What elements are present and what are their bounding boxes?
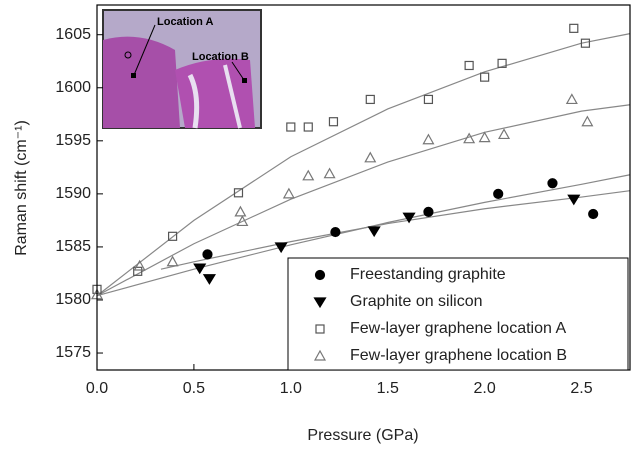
y-tick-label: 1600 xyxy=(55,79,91,96)
point xyxy=(302,169,315,181)
legend-label: Freestanding graphite xyxy=(350,266,506,283)
legend-label: Graphite on silicon xyxy=(350,293,483,310)
inset-label: Location B xyxy=(192,51,249,63)
x-axis-label: Pressure (GPa) xyxy=(307,427,418,444)
point xyxy=(497,58,507,68)
x-tick-label: 0.5 xyxy=(183,380,205,397)
point xyxy=(580,38,591,48)
point xyxy=(588,208,599,220)
point xyxy=(565,93,578,105)
point xyxy=(323,167,336,179)
point xyxy=(364,151,377,163)
y-tick-label: 1585 xyxy=(55,238,91,255)
point xyxy=(286,122,296,132)
point xyxy=(402,212,416,224)
y-tick-label: 1590 xyxy=(55,185,91,202)
point xyxy=(233,188,244,198)
point xyxy=(464,60,474,71)
legend-label: Few-layer graphene location B xyxy=(350,347,567,364)
legend-marker xyxy=(315,324,325,334)
point xyxy=(303,122,313,132)
point xyxy=(166,255,179,267)
point xyxy=(547,178,558,189)
point xyxy=(423,94,434,105)
point xyxy=(569,23,579,33)
point xyxy=(367,226,381,238)
point xyxy=(493,188,504,199)
point xyxy=(478,131,491,143)
legend-marker xyxy=(313,349,327,361)
point xyxy=(581,115,594,127)
point xyxy=(328,117,339,127)
point xyxy=(423,206,434,218)
legend-marker xyxy=(313,297,327,309)
point xyxy=(167,231,178,241)
x-tick-label: 2.5 xyxy=(570,380,592,397)
y-tick-label: 1605 xyxy=(55,26,91,43)
inset-image: Location A Location B xyxy=(102,9,262,129)
legend-box xyxy=(287,257,629,371)
y-tick-label: 1575 xyxy=(55,344,91,361)
inset-label: Location A xyxy=(157,16,213,28)
x-tick-label: 1.5 xyxy=(377,380,399,397)
point xyxy=(236,215,249,227)
point xyxy=(497,128,511,140)
x-tick-label: 0.0 xyxy=(86,380,108,397)
point xyxy=(330,226,341,238)
y-axis-label: Raman shift (cm⁻¹) xyxy=(13,120,30,256)
point xyxy=(463,132,476,144)
point xyxy=(274,242,288,254)
point xyxy=(422,133,435,145)
point xyxy=(193,263,207,275)
point xyxy=(282,187,295,199)
legend-label: Few-layer graphene location A xyxy=(350,320,566,337)
point xyxy=(133,259,146,271)
point xyxy=(133,266,143,276)
legend: Freestanding graphite Graphite on silicon… xyxy=(287,257,629,371)
point xyxy=(202,274,216,285)
point xyxy=(567,194,581,206)
point xyxy=(234,205,247,217)
y-tick-label: 1595 xyxy=(55,132,91,149)
y-tick-label: 1580 xyxy=(55,291,91,308)
point xyxy=(480,72,490,82)
fit-line xyxy=(96,174,631,297)
x-tick-label: 2.0 xyxy=(474,380,496,397)
point xyxy=(202,249,213,260)
point xyxy=(365,94,375,105)
fit-line xyxy=(160,190,631,270)
fit-line xyxy=(96,104,631,297)
legend-marker xyxy=(314,269,326,281)
x-tick-label: 1.0 xyxy=(280,380,302,397)
